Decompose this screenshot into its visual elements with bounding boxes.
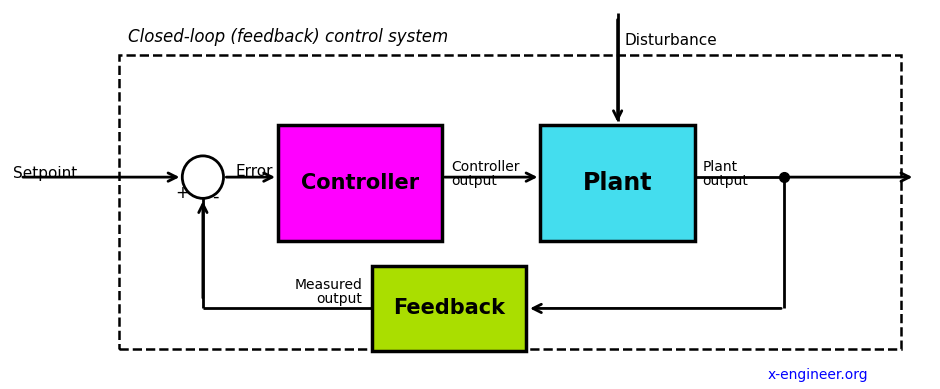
Text: +: + [176, 184, 189, 202]
Text: output: output [702, 174, 748, 188]
Text: Setpoint: Setpoint [12, 166, 77, 181]
Text: Closed-loop (feedback) control system: Closed-loop (feedback) control system [128, 28, 448, 46]
Text: Error: Error [236, 164, 274, 179]
Text: Disturbance: Disturbance [625, 33, 717, 47]
Text: output: output [451, 174, 497, 188]
Bar [540, 125, 695, 241]
Text: Plant: Plant [583, 171, 652, 195]
Text: Plant: Plant [702, 161, 738, 174]
Text: Controller: Controller [451, 161, 520, 174]
Text: Measured: Measured [294, 278, 362, 292]
Text: Controller: Controller [301, 173, 419, 193]
Text: output: output [317, 292, 362, 306]
Text: x-engineer.org: x-engineer.org [768, 368, 869, 382]
Bar [118, 56, 901, 349]
Bar [278, 125, 442, 241]
Ellipse shape [182, 156, 224, 198]
Bar [371, 266, 526, 351]
Text: Feedback: Feedback [393, 298, 505, 319]
Text: -: - [212, 187, 218, 205]
